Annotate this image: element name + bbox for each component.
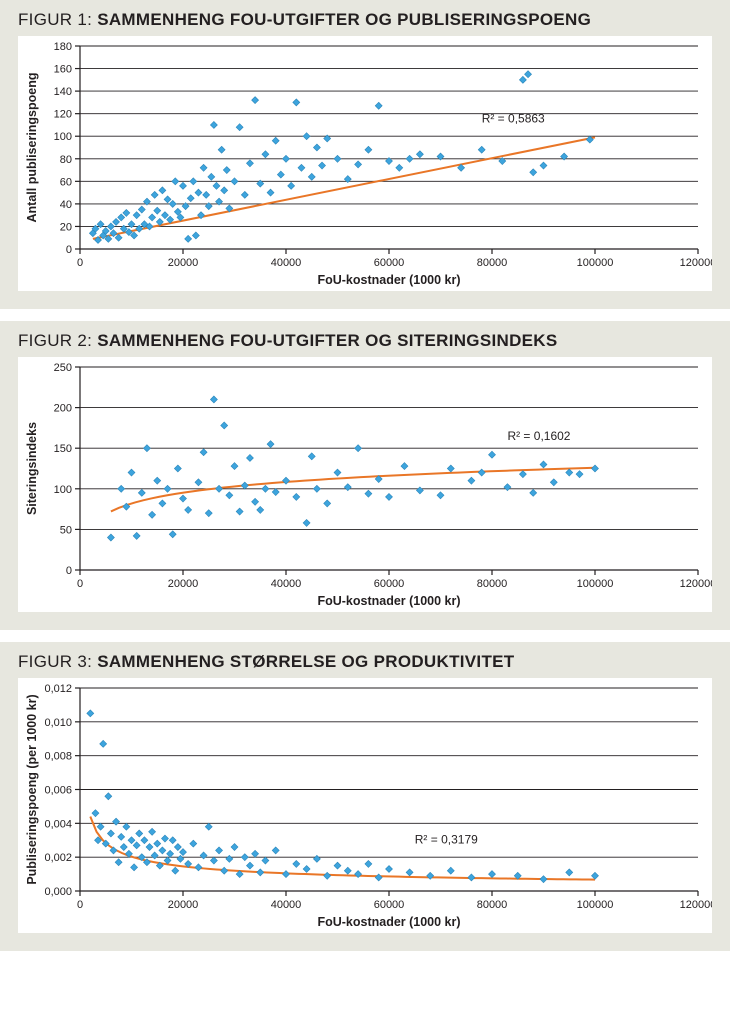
svg-text:120000: 120000 — [680, 578, 712, 590]
figure-title-prefix: FIGUR 2: — [18, 331, 97, 350]
figure-panel-fig3: FIGUR 3: SAMMENHENG STØRRELSE OG PRODUKT… — [0, 642, 730, 951]
svg-text:0,002: 0,002 — [44, 852, 72, 864]
svg-text:20000: 20000 — [168, 578, 199, 590]
figure-title-main: SAMMENHENG FOU-UTGIFTER OG PUBLISERINGSP… — [97, 10, 591, 29]
svg-text:80: 80 — [60, 154, 72, 166]
svg-text:180: 180 — [54, 41, 72, 53]
trend-line — [93, 137, 595, 239]
svg-text:0: 0 — [66, 565, 72, 577]
svg-text:150: 150 — [54, 443, 72, 455]
svg-text:0,006: 0,006 — [44, 785, 72, 797]
svg-text:100000: 100000 — [577, 257, 614, 269]
axes: 0 20000 40000 60000 80000 100000 120000 0 20 40 60… — [54, 41, 712, 269]
svg-text:50: 50 — [60, 524, 72, 536]
svg-text:60000: 60000 — [374, 578, 405, 590]
svg-text:80000: 80000 — [477, 578, 508, 590]
x-axis-label: FoU-kostnader (1000 kr) — [317, 273, 460, 287]
figure-title-fig2: FIGUR 2: SAMMENHENG FOU-UTGIFTER OG SITE… — [18, 331, 712, 351]
svg-text:0,010: 0,010 — [44, 717, 72, 729]
svg-text:0: 0 — [66, 244, 72, 256]
svg-text:250: 250 — [54, 362, 72, 374]
svg-text:60000: 60000 — [374, 899, 405, 911]
svg-text:120: 120 — [54, 109, 72, 121]
grid — [80, 688, 698, 857]
svg-text:80000: 80000 — [477, 899, 508, 911]
svg-text:0,004: 0,004 — [44, 818, 72, 830]
figure-title-prefix: FIGUR 3: — [18, 652, 97, 671]
svg-text:20000: 20000 — [168, 899, 199, 911]
svg-text:160: 160 — [54, 64, 72, 76]
scatter-chart-fig2: 0 20000 40000 60000 80000 100000 120000 0 50 100 1… — [18, 357, 712, 612]
svg-text:40: 40 — [60, 199, 72, 211]
scatter-points — [107, 396, 598, 541]
y-axis-label: Publiseringspoeng (per 1000 kr) — [25, 694, 39, 884]
svg-text:120000: 120000 — [680, 257, 712, 269]
svg-text:0: 0 — [77, 257, 83, 269]
scatter-chart-fig3: 0 20000 40000 60000 80000 100000 120000 0,000 0,… — [18, 678, 712, 933]
trend-line — [90, 817, 595, 880]
svg-text:100: 100 — [54, 484, 72, 496]
figure-panel-fig1: FIGUR 1: SAMMENHENG FOU-UTGIFTER OG PUBL… — [0, 0, 730, 309]
svg-text:0: 0 — [77, 578, 83, 590]
figure-title-main: SAMMENHENG FOU-UTGIFTER OG SITERINGSINDE… — [97, 331, 557, 350]
svg-text:60: 60 — [60, 176, 72, 188]
svg-text:0: 0 — [77, 899, 83, 911]
svg-text:100000: 100000 — [577, 899, 614, 911]
svg-text:40000: 40000 — [271, 899, 302, 911]
svg-text:100000: 100000 — [577, 578, 614, 590]
svg-text:200: 200 — [54, 403, 72, 415]
scatter-points — [89, 71, 593, 244]
figure-title-main: SAMMENHENG STØRRELSE OG PRODUKTIVITET — [97, 652, 514, 671]
scatter-chart-fig1: 0 20000 40000 60000 80000 100000 120000 0 20 40 60… — [18, 36, 712, 291]
grid — [80, 367, 698, 529]
figure-title-prefix: FIGUR 1: — [18, 10, 97, 29]
r-squared-label: R² = 0,3179 — [415, 833, 478, 847]
grid — [80, 46, 698, 226]
svg-text:120000: 120000 — [680, 899, 712, 911]
r-squared-label: R² = 0,1602 — [507, 429, 570, 443]
svg-text:20000: 20000 — [168, 257, 199, 269]
x-axis-label: FoU-kostnader (1000 kr) — [317, 915, 460, 929]
svg-text:140: 140 — [54, 86, 72, 98]
svg-text:40000: 40000 — [271, 578, 302, 590]
svg-text:0,008: 0,008 — [44, 751, 72, 763]
figure-title-fig1: FIGUR 1: SAMMENHENG FOU-UTGIFTER OG PUBL… — [18, 10, 712, 30]
svg-text:80000: 80000 — [477, 257, 508, 269]
svg-text:0,012: 0,012 — [44, 683, 72, 695]
svg-text:20: 20 — [60, 221, 72, 233]
x-axis-label: FoU-kostnader (1000 kr) — [317, 594, 460, 608]
figure-title-fig3: FIGUR 3: SAMMENHENG STØRRELSE OG PRODUKT… — [18, 652, 712, 672]
svg-text:60000: 60000 — [374, 257, 405, 269]
y-axis-label: Siteringsindeks — [25, 422, 39, 515]
svg-text:0,000: 0,000 — [44, 886, 72, 898]
svg-text:100: 100 — [54, 131, 72, 143]
figure-panel-fig2: FIGUR 2: SAMMENHENG FOU-UTGIFTER OG SITE… — [0, 321, 730, 630]
r-squared-label: R² = 0,5863 — [482, 112, 545, 126]
y-axis-label: Antall publiseringspoeng — [25, 72, 39, 222]
svg-text:40000: 40000 — [271, 257, 302, 269]
